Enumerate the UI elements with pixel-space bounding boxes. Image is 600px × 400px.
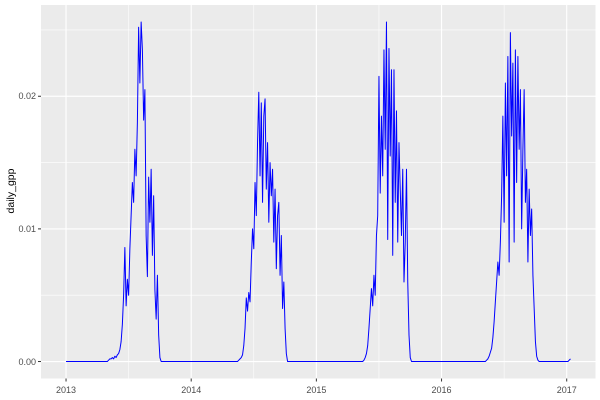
x-tick-label: 2017 — [556, 384, 577, 395]
y-tick-label: 0.01 — [18, 223, 36, 234]
x-tick-label: 2013 — [56, 384, 77, 395]
daily-gpp-line — [66, 21, 571, 363]
y-tick-label: 0.00 — [18, 356, 36, 367]
y-tick-label: 0.02 — [18, 91, 36, 102]
x-tick-label: 2014 — [181, 384, 202, 395]
x-tick-label: 2016 — [431, 384, 452, 395]
y-axis-title-text: daily_gpp — [5, 168, 17, 214]
panel-background — [41, 5, 596, 379]
x-tick-label: 2015 — [306, 384, 327, 395]
